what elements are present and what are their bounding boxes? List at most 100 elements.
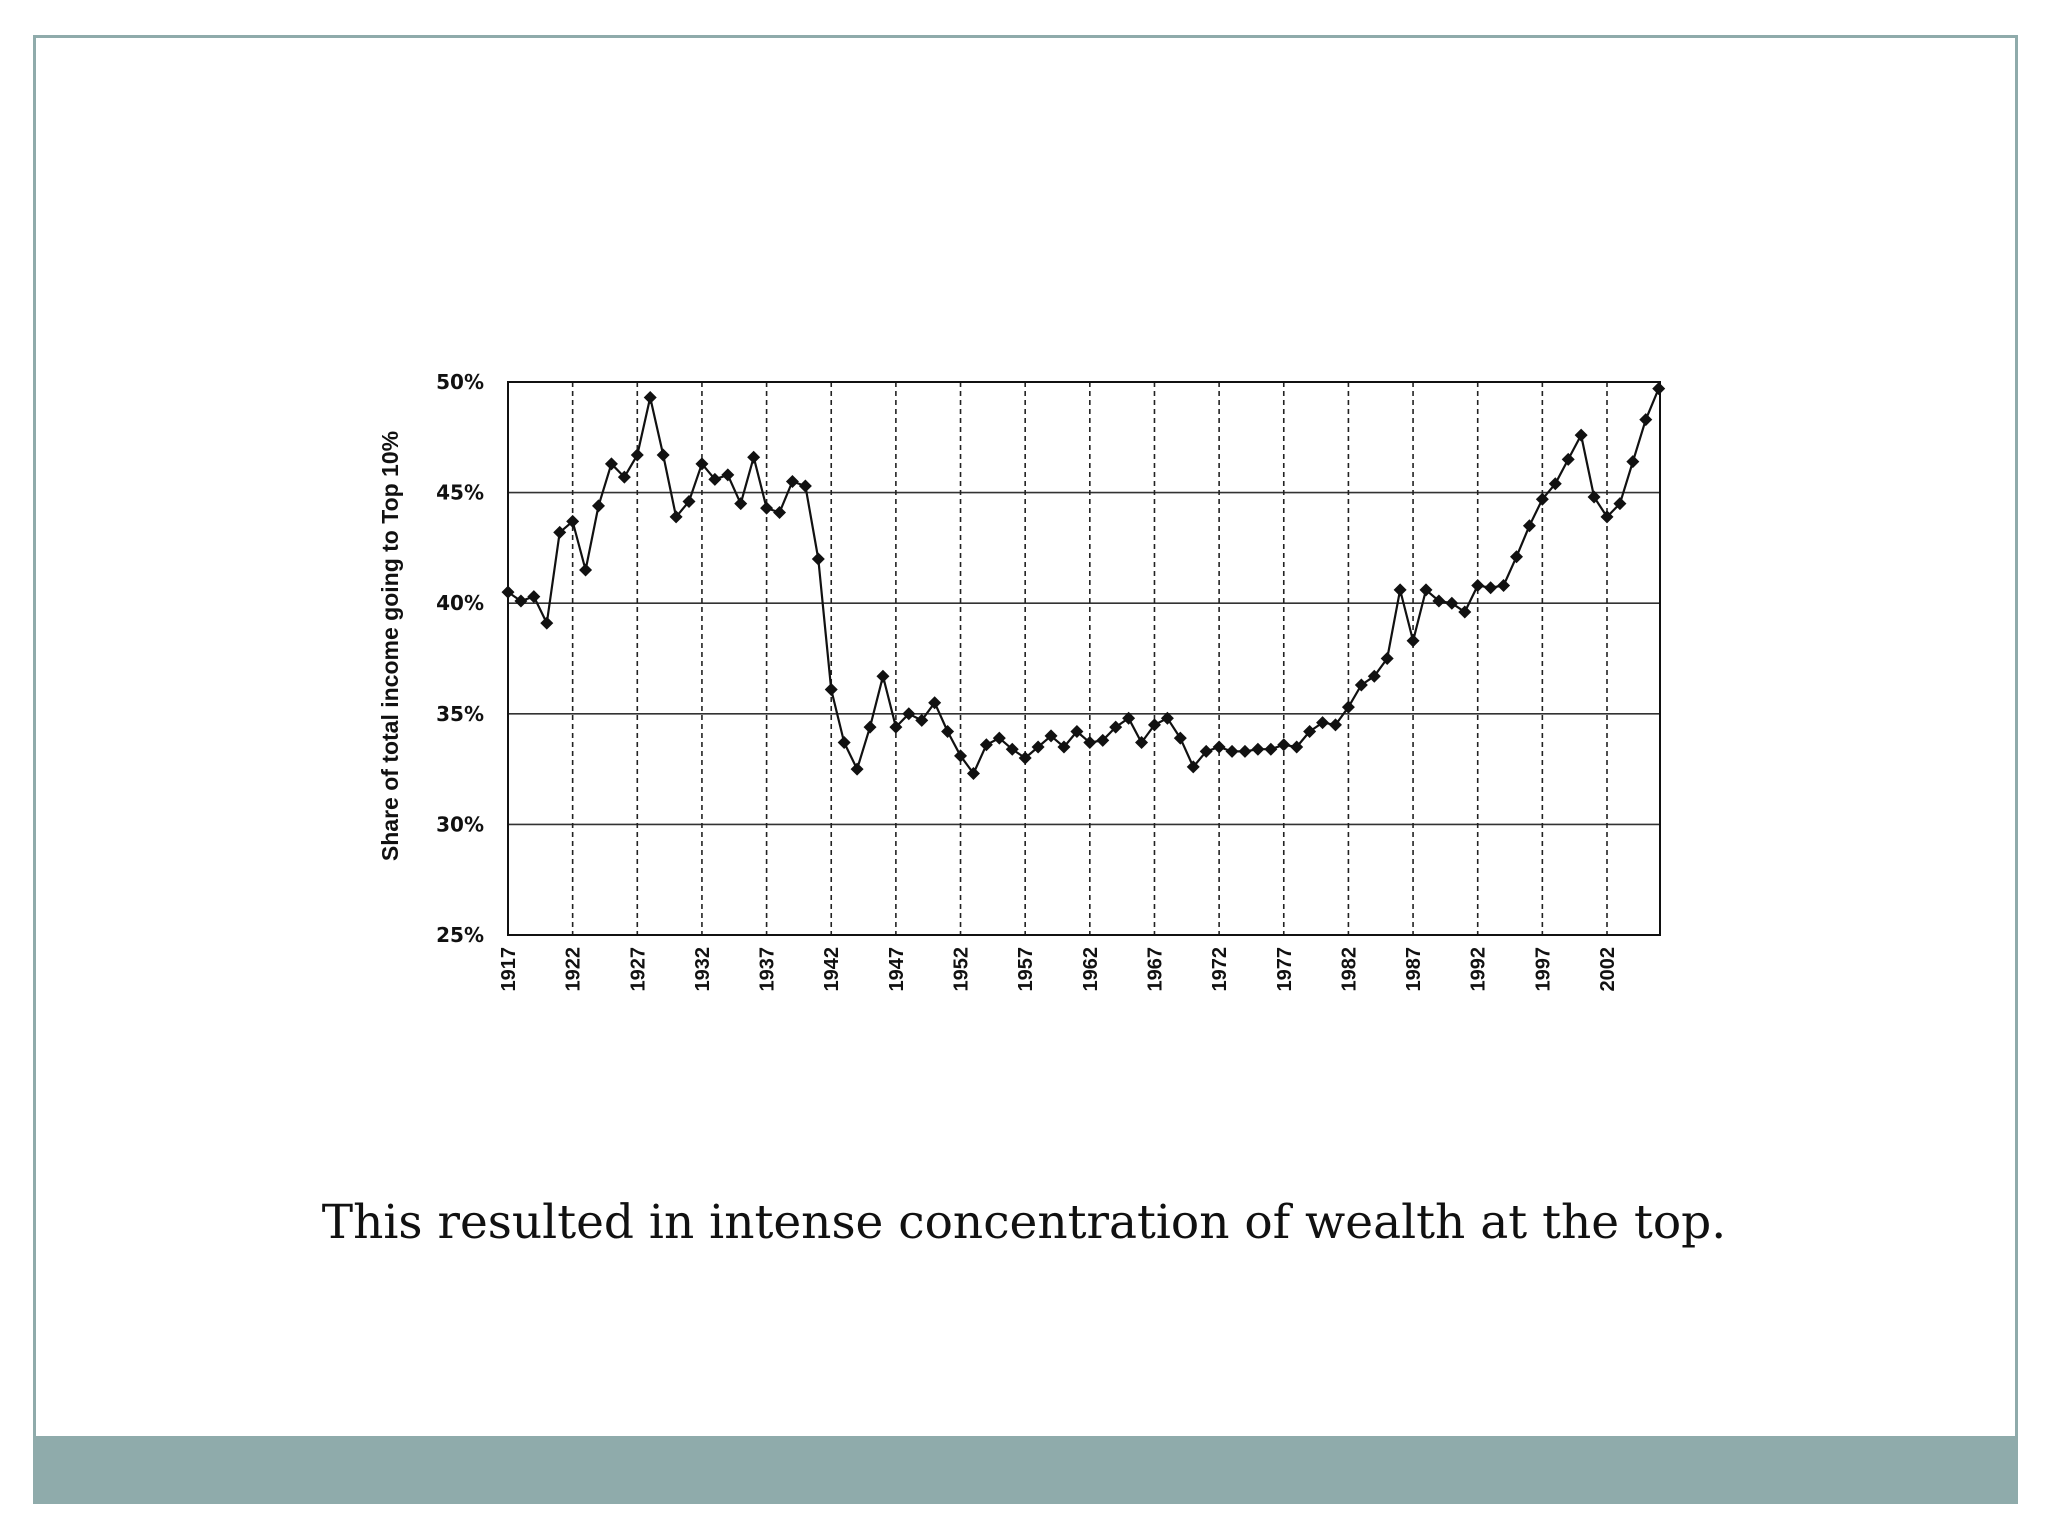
data-point <box>1044 729 1058 743</box>
y-axis-label: Share of total income going to Top 10% <box>377 431 403 861</box>
data-point <box>1186 760 1200 774</box>
data-point <box>734 497 748 511</box>
data-point <box>902 707 916 721</box>
x-tick-label: 2002 <box>1597 947 1619 992</box>
slide-caption: This resulted in intense concentration o… <box>321 1195 1727 1250</box>
data-point <box>553 525 567 539</box>
data-point <box>1096 733 1110 747</box>
x-tick-label: 1942 <box>821 947 843 992</box>
data-point <box>1432 594 1446 608</box>
x-tick-label: 1967 <box>1144 947 1166 992</box>
data-point <box>669 510 683 524</box>
data-point <box>1406 634 1420 648</box>
data-point <box>643 390 657 404</box>
data-point <box>747 450 761 464</box>
data-point <box>1277 738 1291 752</box>
data-point <box>1341 700 1355 714</box>
data-point <box>656 448 670 462</box>
data-point <box>992 731 1006 745</box>
x-tick-label: 1927 <box>627 947 649 992</box>
data-point <box>811 552 825 566</box>
x-tick-label: 1922 <box>563 947 585 992</box>
data-point <box>1626 455 1640 469</box>
series-markers <box>501 382 1666 781</box>
data-point <box>566 514 580 528</box>
data-point <box>1600 510 1614 524</box>
data-point <box>785 475 799 489</box>
data-point <box>1393 583 1407 597</box>
data-point <box>1419 583 1433 597</box>
data-point <box>979 738 993 752</box>
y-tick-label: 25% <box>436 923 484 947</box>
x-tick-label: 1997 <box>1532 947 1554 992</box>
data-point <box>1574 428 1588 442</box>
data-point <box>863 720 877 734</box>
data-point <box>1367 669 1381 683</box>
data-point <box>695 457 709 471</box>
y-tick-label: 40% <box>436 591 484 615</box>
data-point <box>928 696 942 710</box>
data-point <box>1328 718 1342 732</box>
y-tick-label: 45% <box>436 481 484 505</box>
x-tick-label: 1917 <box>498 947 520 992</box>
data-point <box>1147 718 1161 732</box>
data-point <box>1535 492 1549 506</box>
data-point <box>1290 740 1304 754</box>
data-point <box>954 749 968 763</box>
data-point <box>1122 711 1136 725</box>
data-point <box>915 713 929 727</box>
series-line <box>507 388 1660 775</box>
data-point <box>1212 740 1226 754</box>
data-point <box>966 767 980 781</box>
x-tick-label: 1962 <box>1080 947 1102 992</box>
y-tick-label: 30% <box>436 812 484 836</box>
y-axis-ticks: 25% 30% 35% 40% 45% 50% <box>436 370 484 947</box>
data-point <box>1509 550 1523 564</box>
data-point <box>1264 742 1278 756</box>
data-point <box>1639 413 1653 427</box>
data-point <box>1522 519 1536 533</box>
x-tick-label: 1992 <box>1468 947 1490 992</box>
x-tick-label: 1987 <box>1403 947 1425 992</box>
data-point <box>1031 740 1045 754</box>
data-point <box>1354 678 1368 692</box>
x-tick-label: 1932 <box>692 947 714 992</box>
x-tick-label: 1947 <box>886 947 908 992</box>
data-point <box>514 594 528 608</box>
data-point <box>1057 740 1071 754</box>
data-point <box>1613 497 1627 511</box>
data-point <box>824 682 838 696</box>
data-point <box>837 736 851 750</box>
y-tick-label: 35% <box>436 702 484 726</box>
data-point <box>1109 720 1123 734</box>
data-point <box>1445 596 1459 610</box>
data-point <box>1173 731 1187 745</box>
data-point <box>604 457 618 471</box>
data-point <box>773 506 787 520</box>
data-point <box>1497 579 1511 593</box>
data-point <box>1005 742 1019 756</box>
data-point <box>1070 724 1084 738</box>
data-point <box>540 616 554 630</box>
data-point <box>1471 579 1485 593</box>
x-tick-label: 1972 <box>1209 947 1231 992</box>
data-point <box>1160 711 1174 725</box>
data-point <box>941 724 955 738</box>
data-point <box>1238 744 1252 758</box>
data-point <box>579 563 593 577</box>
data-point <box>617 470 631 484</box>
data-point <box>592 499 606 513</box>
x-tick-label: 1937 <box>757 947 779 992</box>
data-point <box>1652 382 1666 396</box>
data-point <box>760 501 774 515</box>
x-tick-label: 1982 <box>1338 947 1360 992</box>
data-point <box>501 585 515 599</box>
data-point <box>798 479 812 493</box>
x-tick-label: 1957 <box>1015 947 1037 992</box>
chart-grid <box>508 382 1660 935</box>
data-point <box>1484 581 1498 595</box>
data-point <box>721 468 735 482</box>
data-point <box>1587 490 1601 504</box>
data-point <box>1458 605 1472 619</box>
